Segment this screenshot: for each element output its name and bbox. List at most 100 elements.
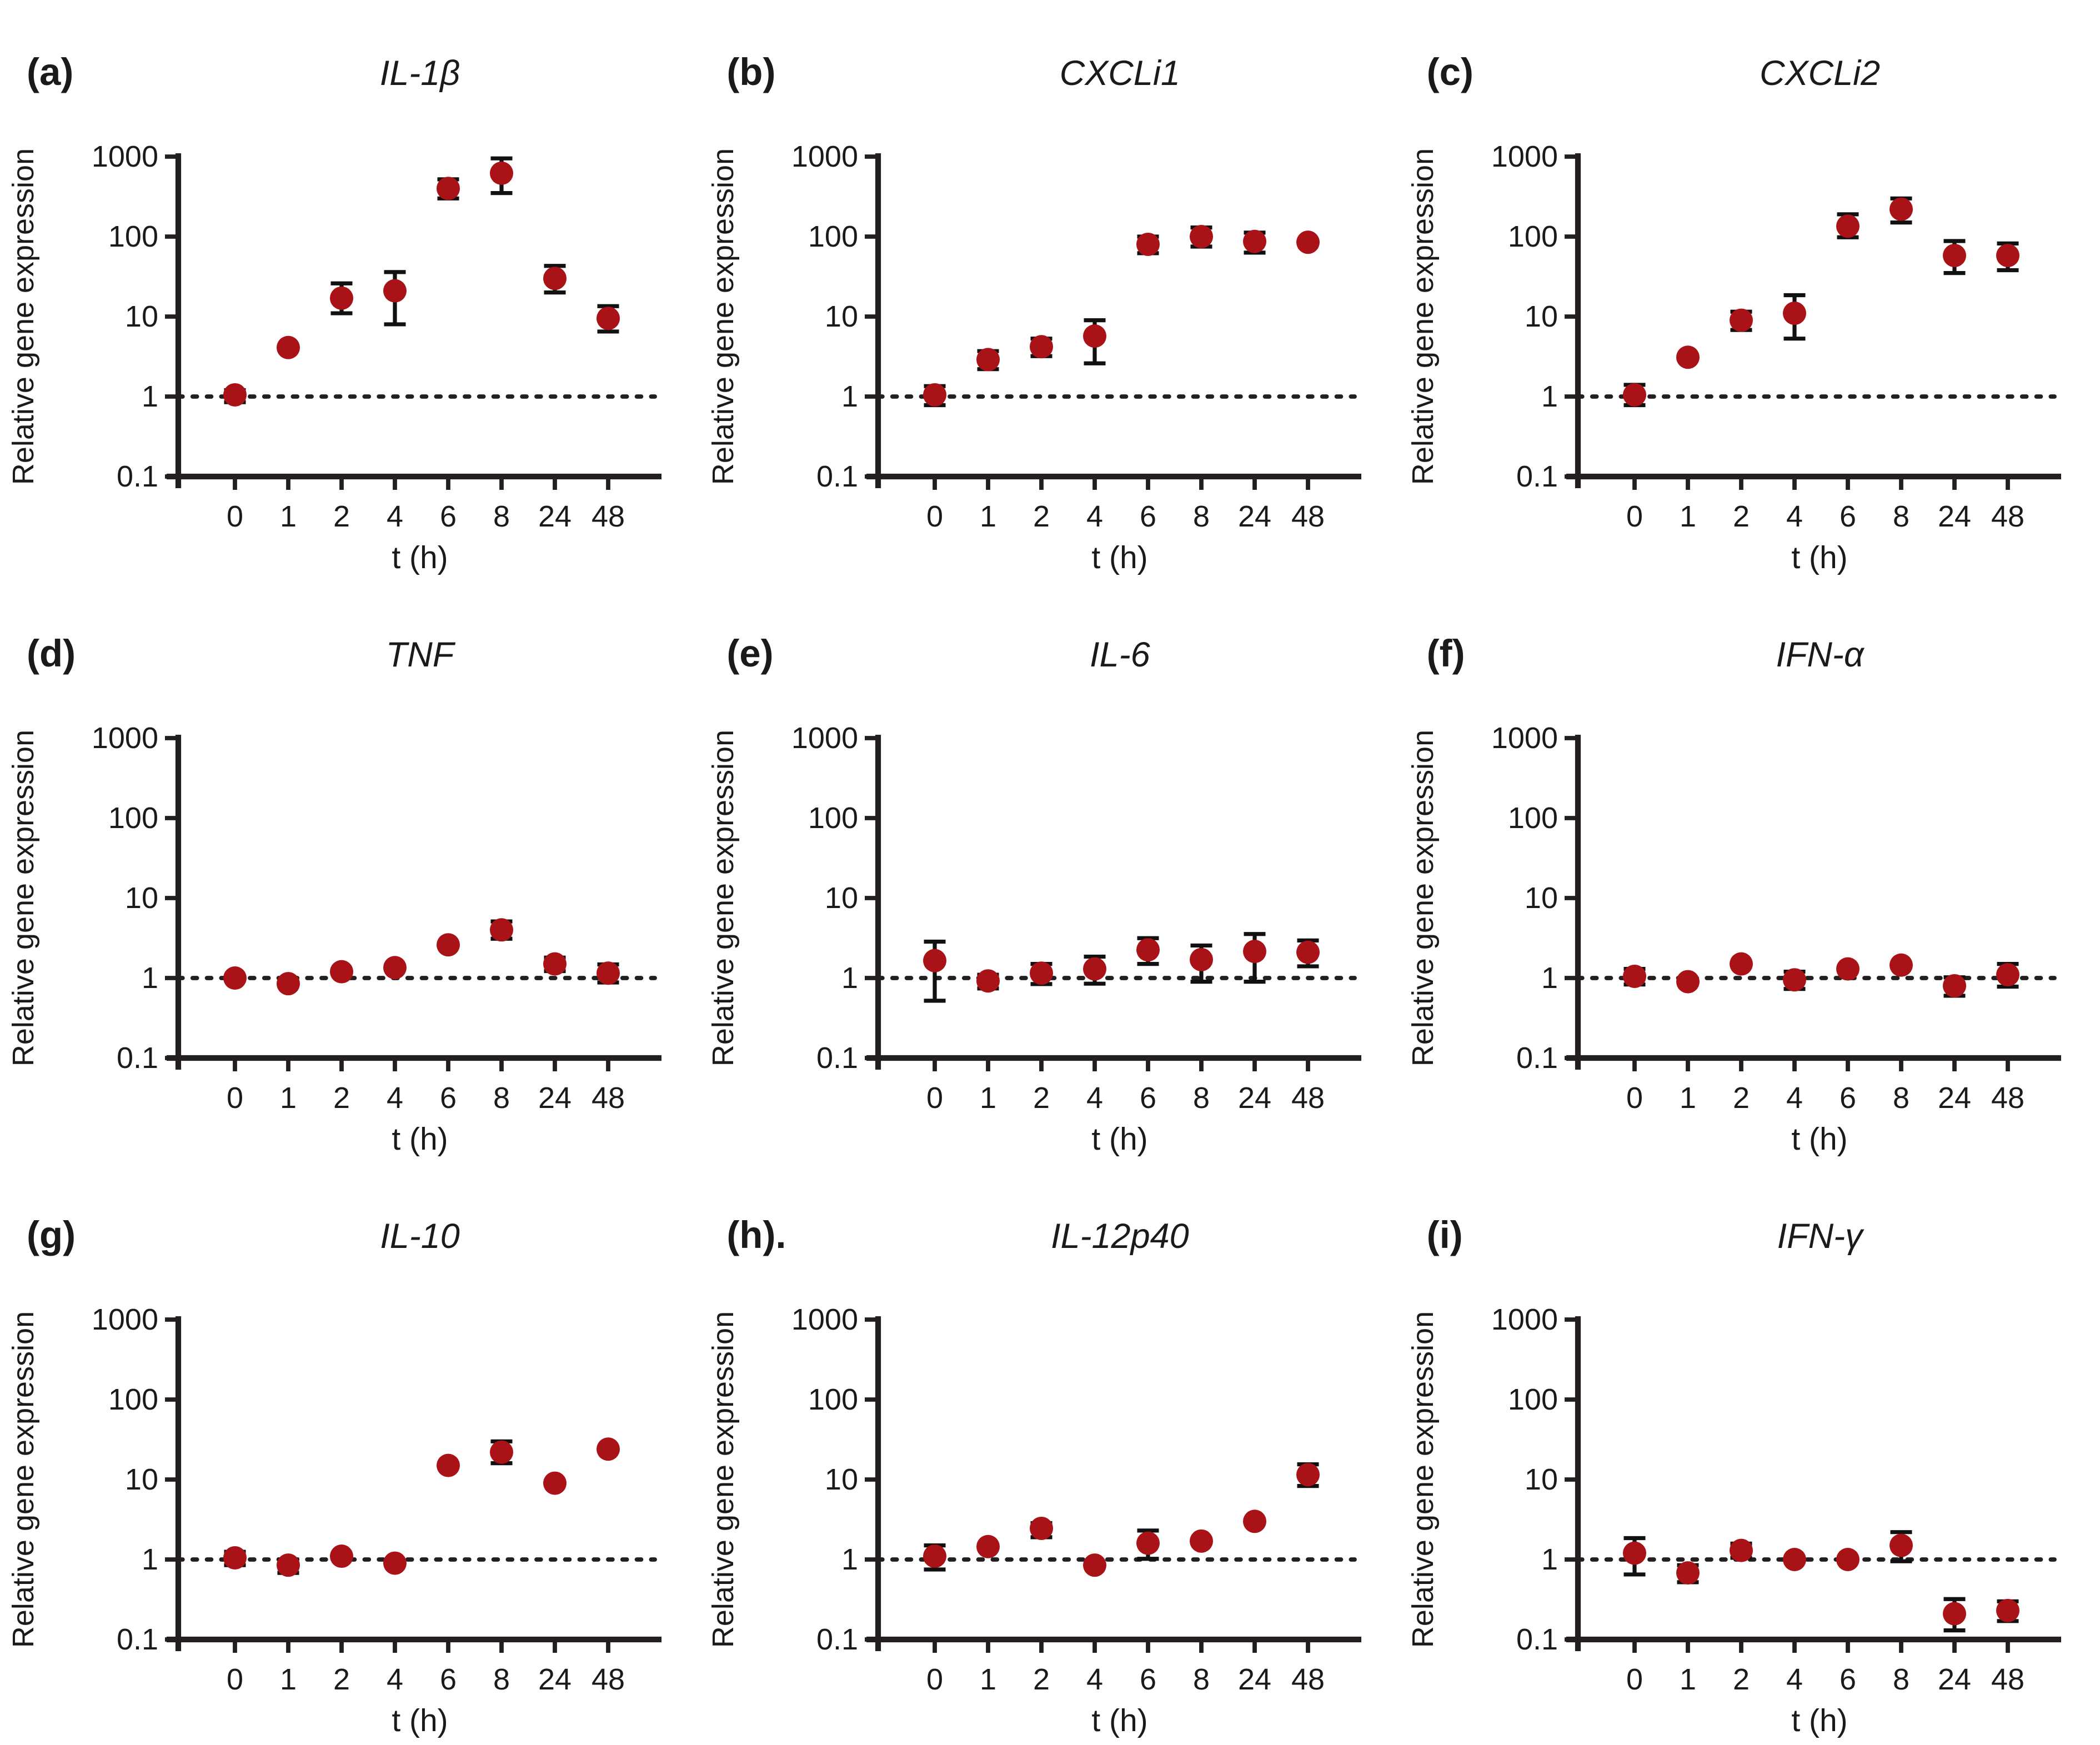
x-tick-label: 6 (1840, 1081, 1857, 1115)
panel-title: CXCLi1 (1059, 55, 1180, 93)
x-tick-label: 24 (538, 1663, 572, 1697)
data-point (1836, 214, 1860, 238)
x-tick-label: 6 (1140, 500, 1156, 533)
data-point (1996, 244, 2020, 268)
panel-title: IFN-α (1776, 636, 1864, 675)
y-tick-label: 10 (825, 300, 858, 333)
x-tick-label: 2 (1033, 1663, 1050, 1697)
x-tick-label: 24 (1238, 500, 1271, 533)
x-tick-label: 0 (1627, 1081, 1643, 1115)
panel-d: (d) TNF Relative gene expression t (h) 100… (0, 581, 700, 1163)
x-tick-label: 6 (440, 1081, 457, 1115)
data-point (489, 918, 513, 942)
y-tick-label: 1000 (92, 1303, 158, 1337)
x-tick-label: 1 (280, 1663, 297, 1697)
data-point (276, 1553, 300, 1577)
panel-title: IL-12p40 (1050, 1218, 1189, 1257)
y-axis-label: Relative gene expression (1407, 148, 1440, 485)
data-point (923, 1545, 947, 1568)
x-tick-label: 8 (1193, 1663, 1210, 1697)
data-point (1136, 232, 1160, 256)
y-tick-label: 1000 (791, 140, 858, 173)
x-tick-label: 2 (1033, 500, 1050, 533)
x-tick-label: 4 (1086, 1081, 1103, 1115)
x-tick-label: 1 (280, 500, 297, 533)
x-tick-label: 2 (333, 1663, 350, 1697)
data-point (596, 1437, 620, 1461)
panel-letter: (i) (1426, 1213, 1463, 1257)
panel-e: (e) IL-6 Relative gene expression t (h) 10… (700, 581, 1400, 1163)
data-point (596, 961, 620, 985)
data-point (489, 161, 513, 185)
x-axis-label: t (h) (1092, 1121, 1148, 1157)
data-point (1083, 324, 1107, 348)
panel-letter: (c) (1426, 50, 1474, 93)
y-axis-label: Relative gene expression (1407, 1312, 1440, 1648)
panel-letter: (b) (726, 50, 776, 93)
data-point (1943, 1602, 1967, 1626)
data-point (276, 972, 300, 996)
y-axis-label: Relative gene expression (7, 148, 40, 485)
x-tick-label: 24 (1238, 1081, 1271, 1115)
y-tick-label: 1000 (791, 1303, 858, 1337)
x-tick-label: 8 (1193, 1081, 1210, 1115)
x-tick-label: 4 (1787, 1663, 1803, 1697)
y-tick-label: 100 (108, 1383, 158, 1417)
x-tick-label: 24 (1938, 1663, 1972, 1697)
x-tick-label: 2 (1733, 1081, 1750, 1115)
x-tick-label: 6 (1840, 1663, 1857, 1697)
y-tick-label: 0.1 (816, 1623, 858, 1657)
data-point (383, 1552, 407, 1576)
y-tick-label: 0.1 (816, 1041, 858, 1075)
x-tick-label: 6 (1840, 500, 1857, 533)
y-tick-label: 1 (841, 380, 858, 413)
x-tick-label: 48 (1291, 1663, 1325, 1697)
data-point (1030, 1517, 1054, 1541)
data-point (1836, 1548, 1860, 1572)
x-tick-label: 1 (1680, 1663, 1697, 1697)
x-tick-label: 48 (1992, 1081, 2025, 1115)
y-axis-label: Relative gene expression (706, 148, 740, 485)
panel-title: IL-1β (379, 55, 460, 93)
y-tick-label: 1 (841, 1543, 858, 1577)
data-point (596, 307, 620, 330)
data-point (1730, 1539, 1753, 1563)
y-tick-label: 1 (142, 961, 158, 995)
y-tick-label: 100 (808, 1383, 858, 1417)
y-tick-label: 1000 (1492, 721, 1558, 755)
y-tick-label: 10 (825, 1463, 858, 1497)
y-tick-label: 1 (1542, 380, 1558, 413)
x-tick-label: 24 (538, 500, 572, 533)
y-tick-label: 1 (841, 961, 858, 995)
x-tick-label: 0 (227, 1081, 243, 1115)
data-point (1890, 197, 1913, 221)
x-tick-label: 4 (387, 500, 403, 533)
data-point (923, 949, 947, 973)
data-point (223, 966, 247, 990)
data-point (1730, 308, 1753, 332)
panel-letter: (d) (27, 631, 76, 675)
y-tick-label: 0.1 (1517, 1041, 1558, 1075)
x-tick-label: 48 (1291, 500, 1325, 533)
x-axis-label: t (h) (1092, 1703, 1148, 1739)
x-tick-label: 1 (1680, 1081, 1697, 1115)
x-tick-label: 8 (493, 500, 510, 533)
y-tick-label: 0.1 (117, 460, 158, 493)
data-point (1190, 948, 1214, 972)
y-tick-label: 10 (1525, 300, 1558, 333)
data-point (1296, 1463, 1320, 1487)
x-tick-label: 1 (980, 1081, 996, 1115)
data-point (1136, 938, 1160, 962)
x-tick-label: 8 (493, 1663, 510, 1697)
data-point (1943, 244, 1967, 268)
data-point (436, 1454, 460, 1478)
data-point (1623, 1542, 1647, 1566)
data-point (1783, 302, 1807, 325)
x-tick-label: 6 (440, 500, 457, 533)
x-tick-label: 4 (387, 1081, 403, 1115)
x-axis-label: t (h) (1092, 540, 1148, 575)
